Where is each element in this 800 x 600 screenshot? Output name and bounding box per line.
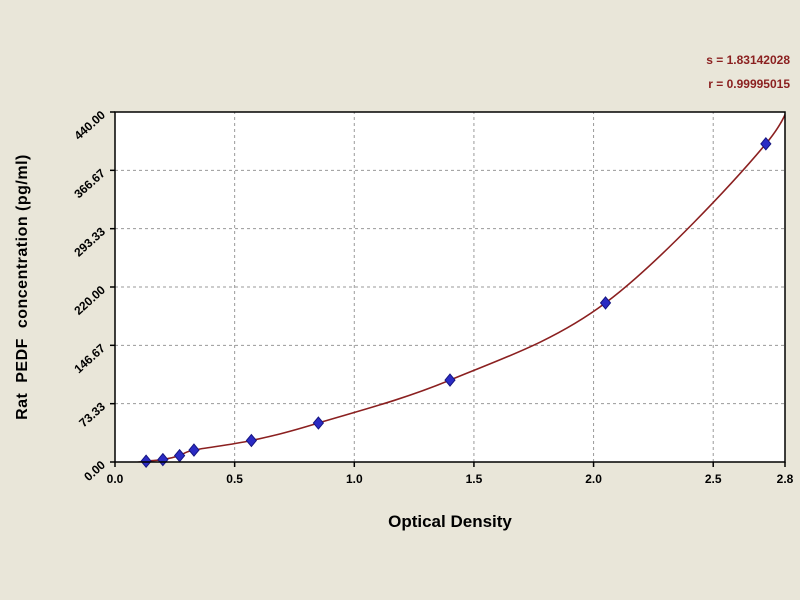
x-tick-label: 1.5 [466, 472, 483, 486]
data-point-marker [599, 296, 612, 310]
y-tick-label: 440.00 [71, 108, 108, 143]
fit-statistic-r: r = 0.99995015 [708, 77, 790, 91]
x-tick-label: 0.5 [226, 472, 243, 486]
data-point-marker [245, 433, 258, 448]
data-point-marker [760, 137, 772, 151]
data-point-marker [188, 443, 200, 457]
data-point-marker [312, 416, 325, 430]
fit-statistic-s: s = 1.83142028 [706, 53, 790, 67]
y-tick-label: 293.33 [71, 224, 108, 259]
y-tick-label: 0.00 [81, 458, 108, 484]
fit-statistics: s = 1.83142028 r = 0.99995015 [706, 48, 790, 96]
y-tick-label: 146.67 [71, 341, 108, 376]
data-point-marker [140, 454, 152, 468]
data-point-marker [444, 373, 456, 387]
x-tick-label: 2.8 [777, 472, 794, 486]
x-tick-label: 2.0 [585, 472, 602, 486]
y-tick-label: 220.00 [71, 283, 108, 318]
x-tick-label: 0.0 [107, 472, 124, 486]
plot-area [115, 112, 785, 462]
x-axis-title: Optical Density [388, 512, 512, 531]
x-tick-label: 2.5 [705, 472, 722, 486]
x-tick-label: 1.0 [346, 472, 363, 486]
data-point-marker [157, 452, 169, 467]
y-tick-label: 73.33 [76, 399, 108, 430]
y-tick-label: 366.67 [71, 166, 108, 201]
